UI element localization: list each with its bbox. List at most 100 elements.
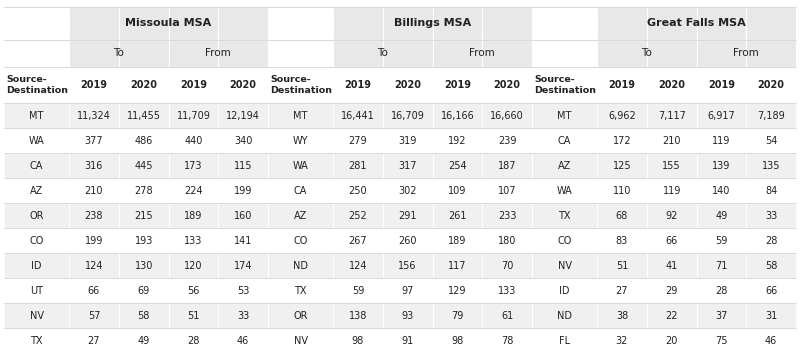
Text: 210: 210 <box>85 186 103 196</box>
Text: 2020: 2020 <box>394 80 421 90</box>
Bar <box>532 253 597 278</box>
Bar <box>4 328 69 352</box>
Bar <box>482 153 532 178</box>
Bar <box>268 40 333 67</box>
Text: AZ: AZ <box>30 186 43 196</box>
Bar <box>383 67 433 103</box>
Text: 22: 22 <box>666 311 678 321</box>
Text: From: From <box>206 49 231 58</box>
Text: 239: 239 <box>498 136 516 146</box>
Text: 6,962: 6,962 <box>608 111 636 121</box>
Text: 210: 210 <box>662 136 681 146</box>
Bar <box>697 7 746 40</box>
Text: 279: 279 <box>349 136 367 146</box>
Text: 93: 93 <box>402 311 414 321</box>
Bar <box>218 328 268 352</box>
Text: 117: 117 <box>448 261 466 271</box>
Bar <box>333 40 383 67</box>
Text: 79: 79 <box>451 311 463 321</box>
Text: TX: TX <box>294 286 306 296</box>
Bar <box>597 228 647 253</box>
Text: 119: 119 <box>712 136 730 146</box>
Bar <box>119 303 169 328</box>
Bar <box>532 103 597 128</box>
Bar <box>532 67 597 103</box>
Bar <box>268 103 333 128</box>
Bar <box>69 328 119 352</box>
Bar <box>482 7 532 40</box>
Text: 445: 445 <box>134 161 153 171</box>
Text: 193: 193 <box>134 236 153 246</box>
Bar <box>597 153 647 178</box>
Text: From: From <box>734 49 759 58</box>
Text: 7,117: 7,117 <box>658 111 686 121</box>
Text: 66: 66 <box>666 236 678 246</box>
Text: 31: 31 <box>765 311 778 321</box>
Bar <box>4 178 69 203</box>
Text: 28: 28 <box>765 236 778 246</box>
Text: To: To <box>114 49 124 58</box>
Text: AZ: AZ <box>558 161 571 171</box>
Bar <box>383 278 433 303</box>
Text: WA: WA <box>29 136 45 146</box>
Text: 11,324: 11,324 <box>77 111 111 121</box>
Text: Great Falls MSA: Great Falls MSA <box>647 18 746 29</box>
Bar <box>647 228 697 253</box>
Bar <box>268 303 333 328</box>
Bar <box>433 103 482 128</box>
Bar <box>433 253 482 278</box>
Text: ND: ND <box>293 261 308 271</box>
Bar <box>333 203 383 228</box>
Text: 29: 29 <box>666 286 678 296</box>
Bar <box>69 153 119 178</box>
Bar <box>532 7 597 40</box>
Text: 120: 120 <box>184 261 202 271</box>
Text: 68: 68 <box>616 211 628 221</box>
Text: 46: 46 <box>765 336 778 346</box>
Text: CO: CO <box>294 236 308 246</box>
Text: 267: 267 <box>349 236 367 246</box>
Text: 66: 66 <box>88 286 100 296</box>
Text: 6,917: 6,917 <box>707 111 735 121</box>
Bar <box>647 7 697 40</box>
Text: 2019: 2019 <box>180 80 207 90</box>
Bar <box>218 278 268 303</box>
Text: Source-
Destination: Source- Destination <box>6 75 69 95</box>
Text: 2020: 2020 <box>658 80 685 90</box>
Bar <box>119 178 169 203</box>
Bar <box>746 328 796 352</box>
Bar <box>433 228 482 253</box>
Bar <box>482 203 532 228</box>
Text: ID: ID <box>31 261 42 271</box>
Bar <box>119 278 169 303</box>
Text: 199: 199 <box>85 236 103 246</box>
Bar <box>333 178 383 203</box>
Text: Source-
Destination: Source- Destination <box>270 75 333 95</box>
Bar <box>597 203 647 228</box>
Bar <box>383 128 433 153</box>
Bar <box>169 67 218 103</box>
Bar <box>333 303 383 328</box>
Bar <box>746 128 796 153</box>
Bar <box>482 40 532 67</box>
Bar <box>647 103 697 128</box>
Text: 59: 59 <box>352 286 364 296</box>
Bar <box>169 153 218 178</box>
Bar <box>532 178 597 203</box>
Text: 156: 156 <box>398 261 417 271</box>
Bar <box>218 253 268 278</box>
Bar <box>169 7 218 40</box>
Bar <box>746 253 796 278</box>
Text: MT: MT <box>294 111 308 121</box>
Bar <box>218 40 268 67</box>
Text: 32: 32 <box>616 336 628 346</box>
Text: 260: 260 <box>398 236 417 246</box>
Text: 83: 83 <box>616 236 628 246</box>
Text: 58: 58 <box>138 311 150 321</box>
Bar <box>647 303 697 328</box>
Text: 2019: 2019 <box>609 80 635 90</box>
Text: 130: 130 <box>134 261 153 271</box>
Bar <box>333 278 383 303</box>
Bar <box>119 7 169 40</box>
Bar <box>647 203 697 228</box>
